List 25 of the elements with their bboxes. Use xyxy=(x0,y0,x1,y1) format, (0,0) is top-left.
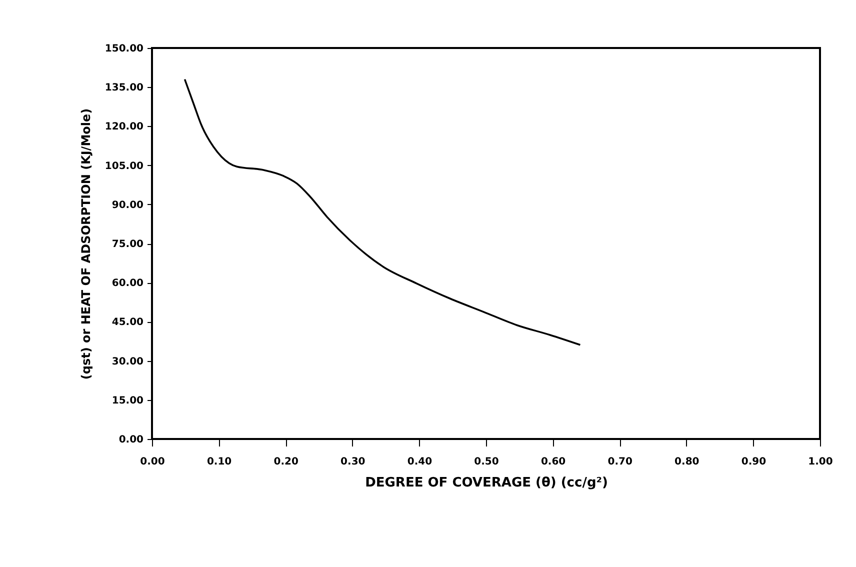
x-tick-label: 0.60 xyxy=(540,456,566,468)
x-tick-label: 0.10 xyxy=(206,456,232,468)
y-tick-label: 45.00 xyxy=(112,317,144,328)
y-tick-label: 60.00 xyxy=(112,278,144,290)
x-tick-label: 0.00 xyxy=(140,456,165,468)
y-tick-label: 135.00 xyxy=(104,82,144,94)
x-tick-label: 0.30 xyxy=(340,456,366,468)
y-tick-label: 0.00 xyxy=(118,434,144,446)
x-tick-label: 0.70 xyxy=(608,456,632,468)
y-tick-label: 30.00 xyxy=(112,356,144,368)
y-tick-label: 120.00 xyxy=(104,122,144,133)
x-tick-label: 0.80 xyxy=(674,456,700,468)
y-tick-label: 15.00 xyxy=(112,395,144,406)
x-tick-label: 0.20 xyxy=(274,456,298,468)
x-tick-label: 1.00 xyxy=(808,456,833,468)
x-tick-label: 0.50 xyxy=(474,456,499,468)
line-series xyxy=(184,78,582,346)
y-axis-title: (qst) or HEAT OF ADSORPTION (KJ/Mole) xyxy=(78,108,93,380)
x-tick-label: 0.40 xyxy=(407,456,432,468)
x-axis-title: DEGREE OF COVERAGE (θ) (cc/g²) xyxy=(365,476,608,490)
y-tick-label: 90.00 xyxy=(112,200,144,211)
y-tick-label: 75.00 xyxy=(112,239,144,250)
x-tick-label: 0.90 xyxy=(741,456,766,468)
y-tick-label: 105.00 xyxy=(104,160,144,172)
y-tick-label: 150.00 xyxy=(104,44,144,54)
